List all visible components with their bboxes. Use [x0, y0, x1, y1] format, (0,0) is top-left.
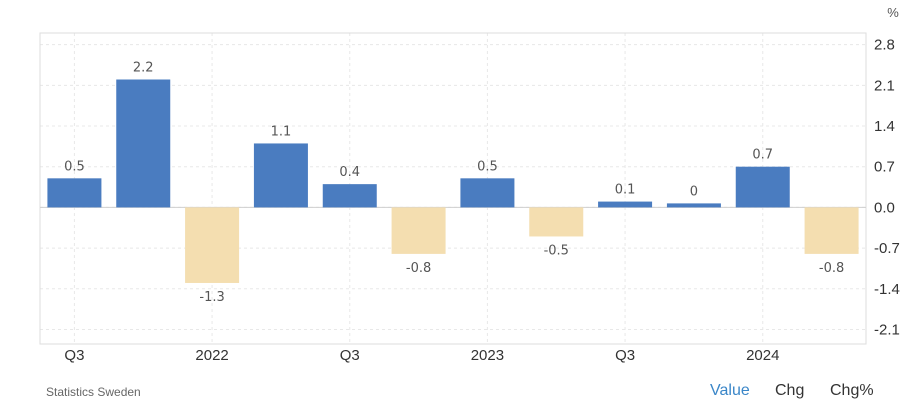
bar-chart: 0.5 2.2 -1.3 1.1 0.4 -0.8 0.5 -0.5 0.1 0 0.7 -0.8 2…: [39, 5, 900, 364]
tab-value[interactable]: Value: [710, 382, 750, 399]
y-tick-label: -1.4: [874, 281, 900, 298]
data-label: -0.8: [406, 261, 431, 276]
bars: [47, 79, 859, 283]
view-tabs: Value Chg Chg%: [0, 382, 920, 406]
bar: [735, 166, 790, 208]
bar: [598, 201, 653, 208]
data-label: 0.5: [64, 159, 85, 174]
bar: [253, 143, 308, 208]
x-tick-label: 2024: [746, 347, 779, 364]
grid-lines: [40, 33, 866, 344]
data-label: 0.1: [615, 183, 636, 198]
data-label: 0.5: [477, 159, 498, 174]
y-axis-labels: 2.8 2.1 1.4 0.7 0.0 -0.7 -1.4 -2.1: [874, 37, 900, 339]
data-label: -0.5: [544, 243, 569, 258]
bar: [666, 203, 721, 208]
data-label: 0.4: [339, 165, 360, 180]
y-tick-label: 2.8: [874, 37, 895, 54]
x-tick-label: Q3: [64, 347, 84, 364]
bar: [322, 184, 377, 208]
data-labels: 0.5 2.2 -1.3 1.1 0.4 -0.8 0.5 -0.5 0.1 0 0.7 -0.8: [64, 61, 844, 305]
data-label: 1.1: [271, 124, 292, 139]
x-tick-label: 2023: [471, 347, 504, 364]
bar: [391, 207, 446, 254]
data-label: 0: [690, 184, 698, 199]
x-axis-labels: Q3 2022 Q3 2023 Q3 2024: [64, 347, 779, 364]
plot-frame: [39, 32, 867, 345]
data-label: -0.8: [819, 261, 844, 276]
x-tick-label: Q3: [615, 347, 635, 364]
y-tick-label: -0.7: [874, 240, 900, 257]
data-label: -1.3: [199, 290, 224, 305]
data-label: 0.7: [752, 148, 773, 163]
bar: [47, 178, 102, 208]
y-tick-label: 0.7: [874, 159, 895, 176]
data-label: 2.2: [133, 61, 154, 76]
x-tick-label: 2022: [195, 347, 228, 364]
x-tick-label: Q3: [340, 347, 360, 364]
tab-chg-percent[interactable]: Chg%: [830, 382, 874, 399]
y-axis-unit: %: [887, 5, 899, 20]
source-label: Statistics Sweden: [46, 385, 141, 399]
bar: [804, 207, 859, 254]
tab-chg[interactable]: Chg: [775, 382, 805, 399]
y-tick-label: 2.1: [874, 77, 895, 94]
y-tick-label: 0.0: [874, 199, 895, 216]
bar: [116, 79, 171, 208]
bar: [460, 178, 515, 208]
y-tick-label: -2.1: [874, 321, 900, 338]
bar: [529, 207, 584, 237]
bar: [185, 207, 240, 283]
y-tick-label: 1.4: [874, 118, 895, 135]
